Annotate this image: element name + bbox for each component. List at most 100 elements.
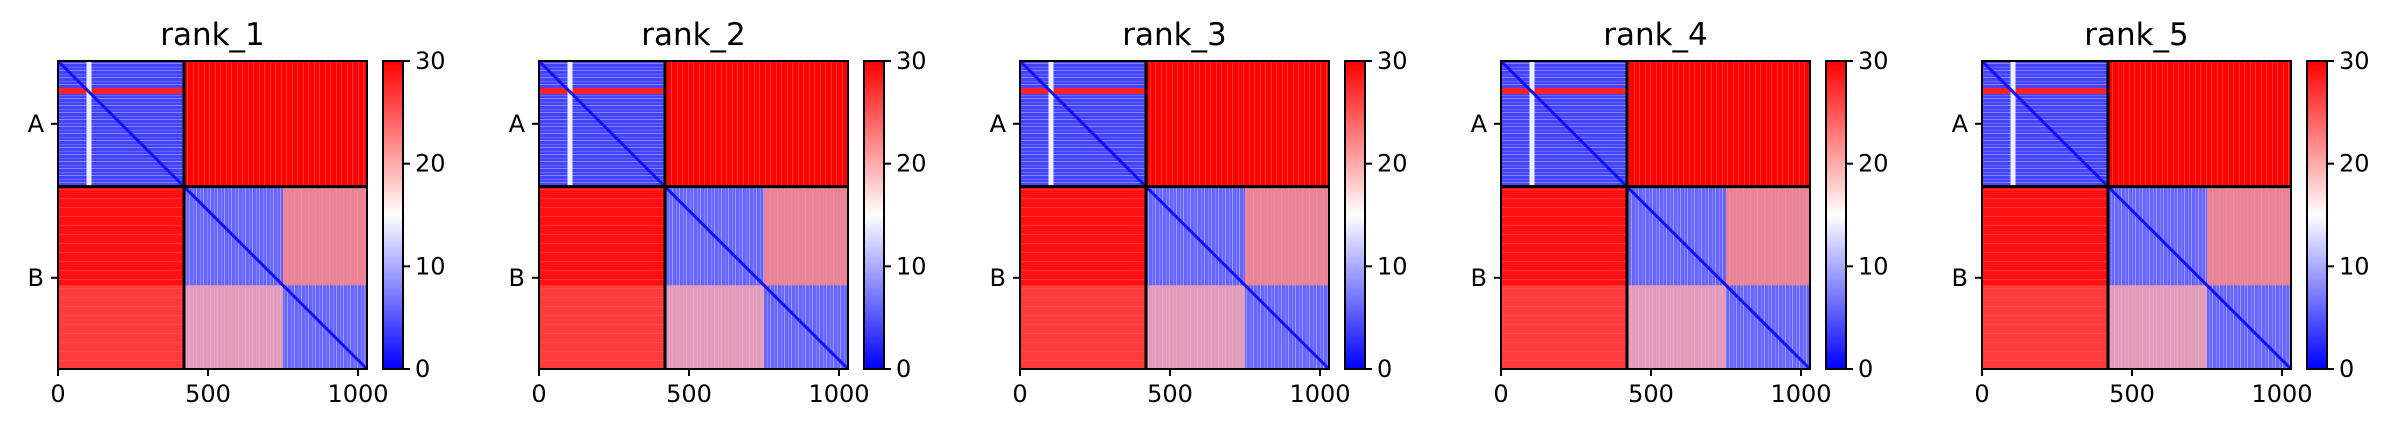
- heatmap-subblock: [1726, 186, 1810, 286]
- panel-title: rank_5: [2084, 17, 2189, 53]
- heatmap-subblock: [1501, 285, 1627, 369]
- panel-1: rank_1 0 500 1000 A B 0 10 20 30: [28, 17, 446, 408]
- heatmap-diagonal: [537, 59, 850, 371]
- x-tick-label: 1000: [2251, 380, 2312, 408]
- heatmap-texture: [184, 61, 367, 187]
- colorbar: [864, 61, 884, 369]
- heatmap-subblock: [2108, 285, 2207, 369]
- colorbar-tick-label: 20: [1858, 150, 1889, 178]
- panel-3: rank_3 0 500 1000 A B 0 10 20 30: [990, 17, 1408, 408]
- x-tick-label: 0: [1012, 380, 1027, 408]
- panel-title: rank_3: [1122, 17, 1227, 53]
- heatmap-strip: [1020, 87, 1146, 94]
- y-tick-label: B: [28, 264, 44, 292]
- y-tick-label: A: [1471, 110, 1488, 138]
- y-tick-label: A: [990, 110, 1007, 138]
- panel-title: rank_1: [160, 17, 265, 53]
- x-tick-label: 0: [531, 380, 546, 408]
- x-tick-label: 500: [1628, 380, 1674, 408]
- x-tick-label: 500: [185, 380, 231, 408]
- colorbar-tick-label: 10: [1377, 252, 1408, 280]
- heatmap-subblock: [1020, 285, 1146, 369]
- y-tick-label: A: [1952, 110, 1969, 138]
- colorbar-tick-label: 0: [1858, 355, 1873, 383]
- heatmap-strip: [1048, 61, 1054, 187]
- x-tick-label: 1000: [808, 380, 869, 408]
- heatmap-texture: [2108, 61, 2291, 187]
- heatmap-strip: [2010, 61, 2016, 187]
- plot-frame: [1981, 60, 2292, 370]
- colorbar-tick-label: 20: [415, 150, 446, 178]
- y-tick-label: B: [509, 264, 525, 292]
- colorbar-tick-label: 30: [896, 47, 927, 75]
- colorbar-tick-label: 10: [1858, 252, 1889, 280]
- heatmap-diagonal: [1980, 59, 2293, 371]
- heatmap-subblock: [1245, 186, 1329, 286]
- heatmap-subblock: [2207, 186, 2291, 286]
- heatmap-subblock: [1982, 285, 2108, 369]
- colorbar-tick-label: 20: [896, 150, 927, 178]
- heatmap-texture: [1627, 61, 1810, 187]
- x-tick-label: 500: [666, 380, 712, 408]
- panel-title: rank_4: [1603, 17, 1708, 53]
- heatmap-diagonal: [1018, 59, 1331, 371]
- y-tick-label: A: [509, 110, 526, 138]
- colorbar: [383, 61, 403, 369]
- x-tick-label: 1000: [1770, 380, 1831, 408]
- colorbar-tick-label: 10: [2339, 252, 2370, 280]
- x-tick-label: 500: [1147, 380, 1193, 408]
- panel-5: rank_5 0 500 1000 A B 0 10 20 30: [1952, 17, 2370, 408]
- plot-frame: [1019, 60, 1330, 370]
- y-tick-label: B: [1471, 264, 1487, 292]
- heatmap-subblock: [1627, 285, 1726, 369]
- colorbar-tick-label: 0: [415, 355, 430, 383]
- heatmap-strip: [1529, 61, 1535, 187]
- x-tick-label: 1000: [327, 380, 388, 408]
- colorbar-tick-label: 10: [415, 252, 446, 280]
- plot-frame: [1500, 60, 1811, 370]
- colorbar-tick-label: 30: [1377, 47, 1408, 75]
- colorbar-tick-label: 10: [896, 252, 927, 280]
- heatmap-strip: [58, 87, 184, 94]
- colorbar-tick-label: 0: [1377, 355, 1392, 383]
- heatmap-subblock: [764, 186, 848, 286]
- colorbar-tick-label: 30: [2339, 47, 2370, 75]
- y-tick-label: B: [990, 264, 1006, 292]
- heatmap-subblock: [665, 285, 764, 369]
- x-tick-label: 1000: [1289, 380, 1350, 408]
- colorbar-frame: [1825, 60, 1847, 370]
- heatmap-strip: [567, 61, 573, 187]
- colorbar-tick-label: 30: [1858, 47, 1889, 75]
- x-tick-label: 500: [2109, 380, 2155, 408]
- colorbar-tick-label: 20: [2339, 150, 2370, 178]
- heatmap-subblock: [58, 285, 184, 369]
- heatmap-subblock: [1146, 285, 1245, 369]
- colorbar: [1345, 61, 1365, 369]
- heatmap-strip: [86, 61, 92, 187]
- x-tick-label: 0: [1974, 380, 1989, 408]
- heatmap-strip: [1982, 87, 2108, 94]
- colorbar-tick-label: 30: [415, 47, 446, 75]
- colorbar-frame: [863, 60, 885, 370]
- heatmap-diagonal: [1499, 59, 1812, 371]
- colorbar-tick-label: 0: [2339, 355, 2354, 383]
- colorbar-tick-label: 0: [896, 355, 911, 383]
- colorbar-frame: [2306, 60, 2328, 370]
- x-tick-label: 0: [1493, 380, 1508, 408]
- heatmap-subblock: [283, 186, 367, 286]
- heatmap-subblock: [539, 285, 665, 369]
- heatmap-texture: [665, 61, 848, 187]
- panel-4: rank_4 0 500 1000 A B 0 10 20 30: [1471, 17, 1889, 408]
- colorbar: [2307, 61, 2327, 369]
- y-tick-label: B: [1952, 264, 1968, 292]
- heatmap-strip: [1501, 87, 1627, 94]
- panel-title: rank_2: [641, 17, 746, 53]
- heatmap-diagonal: [56, 59, 369, 371]
- heatmap-strip: [539, 87, 665, 94]
- colorbar-frame: [1344, 60, 1366, 370]
- x-tick-label: 0: [50, 380, 65, 408]
- colorbar: [1826, 61, 1846, 369]
- colorbar-tick-label: 20: [1377, 150, 1408, 178]
- y-tick-label: A: [28, 110, 45, 138]
